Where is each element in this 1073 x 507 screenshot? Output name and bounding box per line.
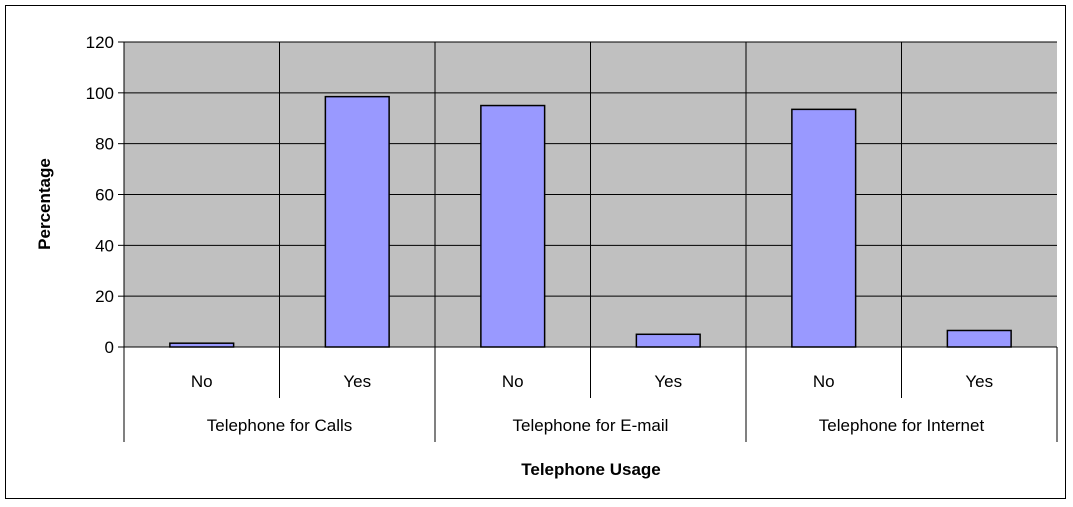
- y-tick-label: 0: [105, 338, 114, 357]
- y-tick-label: 80: [95, 135, 114, 154]
- group-label: Telephone for E-mail: [513, 416, 669, 435]
- y-tick-label: 100: [86, 84, 114, 103]
- bar: [480, 104, 546, 348]
- x-axis-title: Telephone Usage: [521, 460, 661, 479]
- bar: [946, 329, 1012, 348]
- bar-chart: 0 20 40 60 80 100 120 No Yes No Yes No Yes Telephone …: [35, 33, 1058, 479]
- x-tick-label: Yes: [965, 372, 993, 391]
- bar: [169, 342, 235, 348]
- bar: [791, 108, 857, 348]
- x-tick-label: Yes: [343, 372, 371, 391]
- y-tick-label: 60: [95, 186, 114, 205]
- y-tick-label: 40: [95, 236, 114, 255]
- y-axis-title: Percentage: [35, 158, 54, 250]
- bar: [324, 95, 390, 348]
- x-tick-label: No: [502, 372, 524, 391]
- chart-frame: 0 20 40 60 80 100 120 No Yes No Yes No Yes Telephone …: [5, 5, 1066, 499]
- y-tick-label: 120: [86, 33, 114, 52]
- group-label: Telephone for Internet: [819, 416, 985, 435]
- y-tick-label: 20: [95, 287, 114, 306]
- bar: [635, 333, 701, 348]
- x-tick-label: No: [813, 372, 835, 391]
- x-tick-label: Yes: [654, 372, 682, 391]
- group-label: Telephone for Calls: [207, 416, 353, 435]
- x-tick-label: No: [191, 372, 213, 391]
